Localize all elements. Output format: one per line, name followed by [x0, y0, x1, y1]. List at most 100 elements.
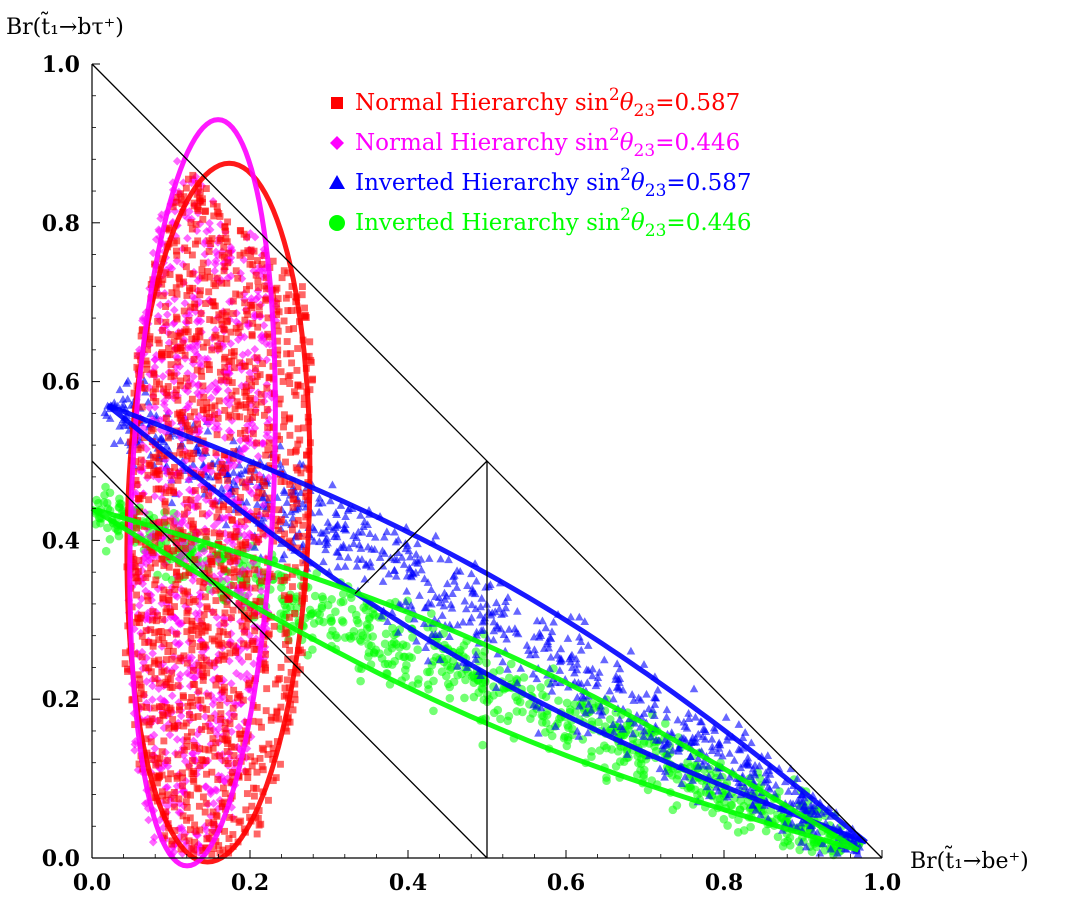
data-point	[251, 584, 259, 592]
data-point	[321, 545, 330, 554]
data-point	[139, 658, 148, 668]
data-point	[242, 393, 250, 400]
data-point	[161, 698, 170, 707]
data-point	[790, 787, 800, 796]
data-point	[243, 534, 252, 544]
data-point	[244, 768, 252, 776]
data-point	[217, 484, 226, 492]
data-point	[185, 837, 193, 845]
data-point	[238, 478, 246, 486]
data-point	[161, 572, 171, 582]
data-point	[180, 597, 188, 605]
y-tick-label: 1.0	[42, 52, 80, 78]
data-point	[232, 528, 240, 536]
data-point	[714, 786, 723, 795]
y-tick-label: 0.8	[42, 211, 80, 237]
data-point	[137, 456, 145, 464]
data-point	[367, 641, 376, 651]
data-point	[192, 317, 202, 327]
data-point	[155, 759, 163, 767]
data-point	[677, 779, 686, 788]
data-point	[253, 830, 261, 838]
data-point	[499, 630, 509, 638]
data-point	[145, 496, 153, 504]
data-point	[173, 772, 181, 780]
x-tick-label: 0.8	[705, 870, 743, 896]
data-point	[105, 414, 115, 422]
data-point	[511, 627, 521, 636]
data-point	[292, 391, 300, 399]
data-point	[224, 631, 232, 638]
data-point	[191, 821, 199, 829]
data-point	[205, 366, 213, 374]
x-tick-label: 0.6	[547, 870, 585, 896]
data-point	[639, 660, 649, 668]
data-point	[185, 343, 195, 352]
data-point	[421, 603, 431, 611]
data-point	[166, 271, 174, 278]
data-point	[155, 300, 165, 310]
data-point	[402, 660, 411, 670]
data-point	[562, 741, 572, 751]
data-point	[744, 761, 754, 769]
data-point	[184, 607, 192, 615]
data-point	[232, 290, 240, 298]
data-point	[163, 762, 173, 771]
data-point	[314, 507, 324, 516]
data-point	[178, 260, 188, 269]
data-point	[242, 675, 251, 684]
data-point	[237, 606, 245, 614]
data-point	[554, 696, 563, 705]
data-point	[335, 552, 345, 561]
data-point	[639, 709, 649, 717]
data-point	[283, 727, 291, 735]
data-point	[217, 562, 225, 570]
data-point	[594, 717, 603, 727]
data-point	[194, 502, 202, 510]
data-point	[195, 661, 203, 669]
data-point	[258, 260, 266, 268]
data-point	[253, 538, 261, 546]
data-point	[170, 372, 178, 380]
data-point	[476, 602, 486, 611]
data-point	[213, 724, 223, 734]
data-point	[190, 355, 198, 363]
data-point	[563, 682, 573, 691]
data-point	[263, 685, 271, 693]
data-point	[203, 528, 210, 535]
data-point	[216, 701, 224, 709]
data-point	[551, 722, 560, 730]
data-point	[91, 519, 101, 529]
data-point	[811, 807, 820, 815]
data-point	[332, 510, 341, 519]
data-point	[237, 817, 245, 825]
data-point	[498, 657, 507, 666]
data-point	[234, 722, 244, 732]
data-point	[689, 684, 699, 693]
legend-item: Normal Hierarchy sin2θ23=0.587	[331, 85, 740, 121]
data-point	[221, 520, 231, 529]
data-point	[763, 782, 773, 791]
data-point	[151, 559, 159, 567]
data-point	[377, 654, 387, 663]
data-point	[158, 703, 166, 711]
data-point	[178, 347, 186, 354]
data-point	[209, 500, 217, 508]
data-point	[818, 839, 828, 848]
data-point	[445, 682, 455, 692]
data-point	[160, 452, 168, 460]
data-point	[172, 509, 182, 519]
data-point	[602, 743, 611, 753]
data-point	[172, 284, 180, 292]
data-point	[200, 578, 208, 586]
data-point	[256, 586, 266, 596]
data-point	[205, 492, 213, 500]
data-point	[220, 267, 228, 275]
data-point	[719, 814, 729, 824]
data-point	[162, 507, 170, 515]
data-point	[185, 598, 193, 606]
data-point	[159, 327, 167, 334]
data-point	[332, 521, 342, 530]
data-point	[186, 826, 194, 834]
